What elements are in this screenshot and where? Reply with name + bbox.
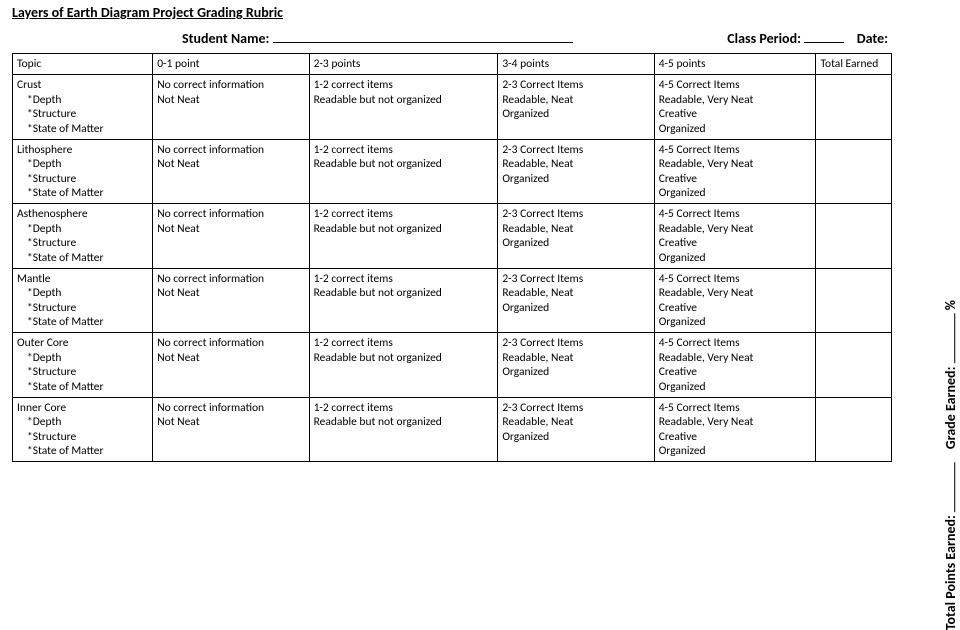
total-points-blank — [943, 462, 955, 512]
topic-subitem: *State of Matter — [17, 444, 148, 458]
topic-cell: Outer Core*Depth*Structure*State of Matt… — [13, 333, 153, 398]
cell-total — [816, 139, 892, 204]
cell-45: 4-5 Correct ItemsReadable, Very NeatCrea… — [654, 333, 816, 398]
rubric-title: Layers of Earth Diagram Project Grading … — [12, 4, 948, 21]
cell-34: 2-3 Correct ItemsReadable, NeatOrganized — [498, 204, 654, 269]
topic-subitem: *Structure — [17, 236, 148, 250]
table-row: Inner Core*Depth*Structure*State of Matt… — [13, 397, 892, 462]
table-row: Lithosphere*Depth*Structure*State of Mat… — [13, 139, 892, 204]
cell-45: 4-5 Correct ItemsReadable, Very NeatCrea… — [654, 397, 816, 462]
side-summary: Total Points Earned: Grade Earned: % — [942, 300, 959, 630]
cell-34: 2-3 Correct ItemsReadable, NeatOrganized — [498, 139, 654, 204]
cell-45: 4-5 Correct ItemsReadable, Very NeatCrea… — [654, 75, 816, 140]
topic-subitem: *Depth — [17, 93, 148, 107]
cell-23: 1-2 correct itemsReadable but not organi… — [309, 139, 498, 204]
topic-subitem: *Depth — [17, 351, 148, 365]
topic-cell: Asthenosphere*Depth*Structure*State of M… — [13, 204, 153, 269]
col-topic: Topic — [13, 54, 153, 75]
topic-subitem: *State of Matter — [17, 251, 148, 265]
cell-23: 1-2 correct itemsReadable but not organi… — [309, 333, 498, 398]
topic-subitem: *Depth — [17, 286, 148, 300]
topic-cell: Inner Core*Depth*Structure*State of Matt… — [13, 397, 153, 462]
col-01: 0-1 point — [153, 54, 309, 75]
cell-45: 4-5 Correct ItemsReadable, Very NeatCrea… — [654, 204, 816, 269]
header-line: Student Name: Class Period: Date: — [12, 29, 948, 47]
topic-subitem: *Depth — [17, 222, 148, 236]
table-row: Outer Core*Depth*Structure*State of Matt… — [13, 333, 892, 398]
topic-subitem: *Structure — [17, 301, 148, 315]
topic-cell: Lithosphere*Depth*Structure*State of Mat… — [13, 139, 153, 204]
table-row: Mantle*Depth*Structure*State of MatterNo… — [13, 268, 892, 333]
class-period-label: Class Period: — [727, 30, 801, 47]
cell-34: 2-3 Correct ItemsReadable, NeatOrganized — [498, 268, 654, 333]
col-total: Total Earned — [816, 54, 892, 75]
cell-45: 4-5 Correct ItemsReadable, Very NeatCrea… — [654, 268, 816, 333]
topic-subitem: *Depth — [17, 415, 148, 429]
topic-subitem: *Depth — [17, 157, 148, 171]
topic-subitem: *State of Matter — [17, 315, 148, 329]
cell-01: No correct informationNot Neat — [153, 397, 309, 462]
topic-cell: Crust*Depth*Structure*State of Matter — [13, 75, 153, 140]
table-row: Crust*Depth*Structure*State of MatterNo … — [13, 75, 892, 140]
table-row: Asthenosphere*Depth*Structure*State of M… — [13, 204, 892, 269]
cell-total — [816, 204, 892, 269]
percent-label: % — [942, 300, 959, 310]
cell-01: No correct informationNot Neat — [153, 139, 309, 204]
topic-subitem: *Structure — [17, 365, 148, 379]
col-34: 3-4 points — [498, 54, 654, 75]
cell-01: No correct informationNot Neat — [153, 204, 309, 269]
topic-subitem: *Structure — [17, 107, 148, 121]
class-period-blank — [804, 29, 844, 43]
rubric-table: Topic 0-1 point 2-3 points 3-4 points 4-… — [12, 53, 892, 462]
grade-earned-blank — [943, 313, 955, 363]
table-header-row: Topic 0-1 point 2-3 points 3-4 points 4-… — [13, 54, 892, 75]
cell-total — [816, 75, 892, 140]
total-points-label: Total Points Earned: — [942, 515, 959, 630]
cell-01: No correct informationNot Neat — [153, 268, 309, 333]
cell-01: No correct informationNot Neat — [153, 333, 309, 398]
topic-subitem: *Structure — [17, 172, 148, 186]
topic-subitem: *State of Matter — [17, 380, 148, 394]
col-23: 2-3 points — [309, 54, 498, 75]
cell-23: 1-2 correct itemsReadable but not organi… — [309, 268, 498, 333]
cell-34: 2-3 Correct ItemsReadable, NeatOrganized — [498, 397, 654, 462]
topic-subitem: *State of Matter — [17, 122, 148, 136]
cell-total — [816, 268, 892, 333]
cell-23: 1-2 correct itemsReadable but not organi… — [309, 75, 498, 140]
cell-total — [816, 397, 892, 462]
col-45: 4-5 points — [654, 54, 816, 75]
cell-34: 2-3 Correct ItemsReadable, NeatOrganized — [498, 333, 654, 398]
topic-subitem: *Structure — [17, 430, 148, 444]
topic-cell: Mantle*Depth*Structure*State of Matter — [13, 268, 153, 333]
date-label: Date: — [857, 30, 888, 47]
grade-earned-label: Grade Earned: — [942, 367, 959, 450]
student-name-label: Student Name: — [182, 30, 269, 47]
cell-total — [816, 333, 892, 398]
cell-34: 2-3 Correct ItemsReadable, NeatOrganized — [498, 75, 654, 140]
topic-subitem: *State of Matter — [17, 186, 148, 200]
cell-23: 1-2 correct itemsReadable but not organi… — [309, 397, 498, 462]
student-name-blank — [273, 29, 573, 43]
cell-45: 4-5 Correct ItemsReadable, Very NeatCrea… — [654, 139, 816, 204]
cell-01: No correct informationNot Neat — [153, 75, 309, 140]
cell-23: 1-2 correct itemsReadable but not organi… — [309, 204, 498, 269]
